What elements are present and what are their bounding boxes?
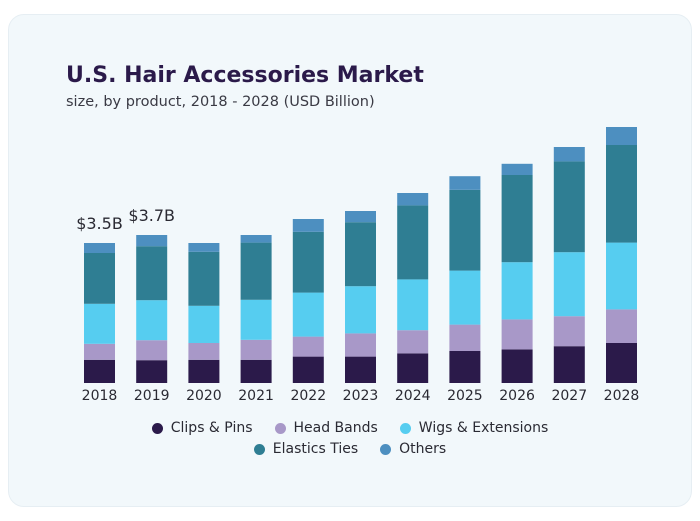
x-tick-label-2022: 2022	[290, 388, 326, 404]
bar-2018-clips-pins	[84, 359, 115, 383]
bar-2019-elastics-ties	[136, 246, 168, 301]
chart-legend: Clips & Pins Head Bands Wigs & Extension…	[0, 418, 700, 460]
legend-item-head-bands: Head Bands	[274, 418, 378, 438]
legend-item-elastics-ties: Elastics Ties	[253, 439, 359, 459]
bar-2028-wigs-extensions	[606, 242, 637, 310]
bar-2022-wigs-extensions	[292, 292, 324, 337]
bar-2025-others	[449, 176, 481, 190]
bar-2020-wigs-extensions	[188, 305, 220, 343]
data-label-2018: $3.5B	[76, 214, 123, 233]
legend-swatch-clips-pins	[151, 422, 163, 434]
legend-label-head-bands: Head Bands	[293, 420, 378, 436]
legend-item-wigs-extensions: Wigs & Extensions	[399, 418, 549, 438]
legend-swatch-others	[380, 443, 392, 455]
bar-2028-others	[606, 127, 637, 145]
bar-2027-elastics-ties	[553, 161, 585, 253]
bar-2020-elastics-ties	[188, 251, 220, 306]
data-label-2019: $3.7B	[128, 206, 175, 225]
legend-item-clips-pins: Clips & Pins	[151, 418, 253, 438]
x-tick-label-2021: 2021	[238, 388, 274, 404]
legend-swatch-wigs-extensions	[399, 422, 411, 434]
bar-2018-elastics-ties	[84, 253, 115, 304]
bar-2022-clips-pins	[292, 356, 324, 383]
legend-swatch-head-bands	[274, 422, 286, 434]
bar-2019-head-bands	[136, 340, 168, 361]
x-tick-label-2028: 2028	[604, 388, 640, 404]
legend-row-1: Clips & Pins Head Bands Wigs & Extension…	[0, 418, 700, 438]
bar-2021-wigs-extensions	[240, 299, 272, 340]
bar-2022-head-bands	[292, 336, 324, 357]
bar-2025-elastics-ties	[449, 189, 481, 271]
bar-2020-others	[188, 243, 220, 252]
bar-2018-others	[84, 243, 115, 253]
bar-2019-clips-pins	[136, 360, 168, 383]
bar-2022-elastics-ties	[292, 231, 324, 293]
bar-2026-head-bands	[501, 319, 533, 350]
bar-2023-elastics-ties	[345, 222, 376, 287]
bar-2018-head-bands	[84, 343, 115, 360]
bar-2024-head-bands	[397, 330, 429, 354]
bar-2026-wigs-extensions	[501, 262, 533, 320]
bar-2021-head-bands	[240, 339, 272, 360]
bar-2028-head-bands	[606, 309, 637, 343]
bar-2024-others	[397, 193, 429, 206]
legend-label-others: Others	[399, 441, 447, 457]
x-tick-label-2019: 2019	[134, 388, 170, 404]
x-tick-label-2026: 2026	[499, 388, 535, 404]
bar-2020-clips-pins	[188, 359, 220, 383]
chart-title: U.S. Hair Accessories Market	[66, 63, 424, 88]
legend-label-wigs-extensions: Wigs & Extensions	[418, 420, 549, 436]
bar-2027-others	[553, 147, 585, 162]
bar-2028-elastics-ties	[606, 145, 637, 243]
bar-2024-clips-pins	[397, 353, 429, 383]
bar-2021-others	[240, 235, 272, 243]
legend-label-clips-pins: Clips & Pins	[170, 420, 253, 436]
bar-2025-head-bands	[449, 324, 481, 351]
bar-2026-elastics-ties	[501, 175, 533, 263]
bar-2023-others	[345, 211, 376, 223]
bar-2026-others	[501, 163, 533, 175]
bar-2025-wigs-extensions	[449, 270, 481, 325]
bar-2025-clips-pins	[449, 351, 481, 383]
bar-2028-clips-pins	[606, 343, 637, 383]
bar-2023-clips-pins	[345, 356, 376, 383]
bar-2027-head-bands	[553, 316, 585, 347]
bar-2027-clips-pins	[553, 346, 585, 383]
bar-2020-head-bands	[188, 343, 220, 360]
legend-label-elastics-ties: Elastics Ties	[272, 441, 359, 457]
legend-row-2: Elastics Ties Others	[0, 439, 700, 459]
bar-2024-elastics-ties	[397, 205, 429, 280]
legend-item-others: Others	[380, 439, 446, 459]
bar-2026-clips-pins	[501, 349, 533, 383]
bar-2024-wigs-extensions	[397, 279, 429, 331]
chart-subtitle: size, by product, 2018 - 2028 (USD Billi…	[66, 94, 375, 110]
bar-2023-head-bands	[345, 333, 376, 357]
bar-2021-clips-pins	[240, 359, 272, 383]
x-tick-label-2025: 2025	[447, 388, 483, 404]
bar-2019-wigs-extensions	[136, 300, 168, 341]
bar-2023-wigs-extensions	[345, 286, 376, 334]
legend-swatch-elastics-ties	[253, 443, 265, 455]
bar-2019-others	[136, 235, 168, 247]
x-tick-label-2024: 2024	[395, 388, 431, 404]
bar-2018-wigs-extensions	[84, 303, 115, 344]
x-tick-label-2020: 2020	[186, 388, 222, 404]
x-tick-label-2018: 2018	[82, 388, 118, 404]
x-tick-label-2027: 2027	[551, 388, 587, 404]
bar-2027-wigs-extensions	[553, 252, 585, 317]
bar-2021-elastics-ties	[240, 242, 272, 300]
bar-2022-others	[292, 219, 324, 232]
x-tick-label-2023: 2023	[343, 388, 379, 404]
